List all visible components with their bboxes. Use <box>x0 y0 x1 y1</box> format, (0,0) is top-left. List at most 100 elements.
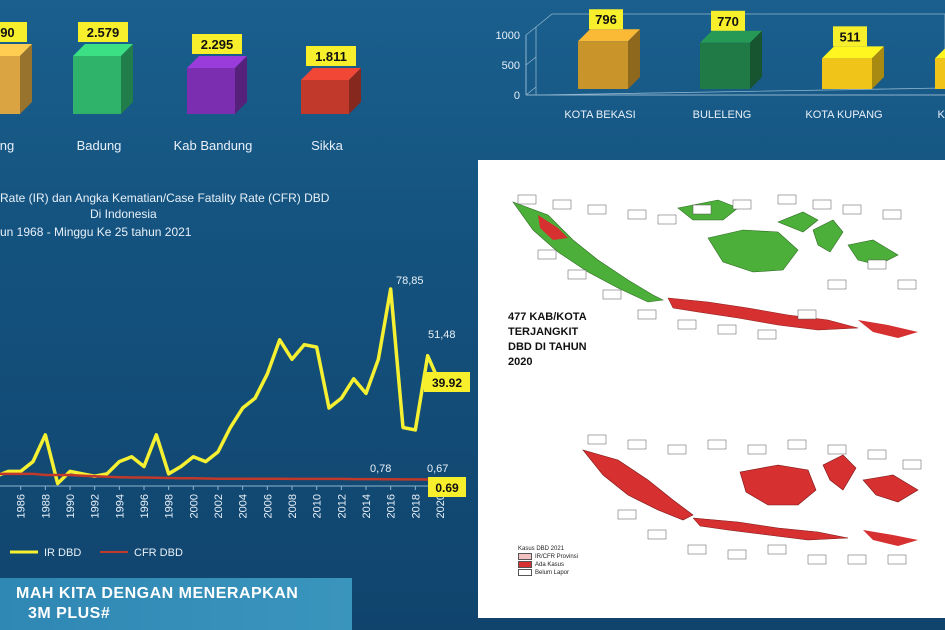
map-label-box-16 <box>717 324 737 335</box>
map-label-box-38 <box>887 554 907 565</box>
tl-bar-3 <box>301 68 361 114</box>
tr-bar-0-side <box>628 29 640 90</box>
map-legend-label-3: Belum Lapor <box>535 570 570 577</box>
tr-bar-0 <box>578 29 640 90</box>
map-label-box-30 <box>902 459 922 470</box>
tl-bar-2-top <box>187 56 247 68</box>
tl-bar-label-2: Kab Bandung <box>174 138 253 153</box>
tl-bar-value-3: 1.811 <box>315 49 347 64</box>
map-label-box-29 <box>867 449 887 460</box>
slogan-banner: MAH KITA DENGAN MENERAPKAN 3M PLUS# <box>0 578 352 630</box>
tl-bar-2-front <box>187 68 235 114</box>
map-label-box-32 <box>647 529 667 540</box>
tl-bar-0-side <box>20 44 32 114</box>
map-caption-line-4: 2020 <box>508 356 533 368</box>
map-label-box-11 <box>537 249 557 260</box>
tr-bar-0-top <box>578 29 640 42</box>
tr-bar-value-1-bg <box>711 10 745 31</box>
map-label-box-5 <box>692 204 712 215</box>
tr-bar-0-front <box>578 41 628 89</box>
tl-bar-value-0-bg <box>0 22 27 42</box>
map-label-box-12 <box>567 269 587 280</box>
lc-annotation-bg-5 <box>428 477 466 497</box>
indonesia-maps <box>512 194 922 565</box>
tl-bar-0-front <box>0 56 20 114</box>
lc-xtick-9: 2004 <box>238 494 250 518</box>
tr-bar-value-0-bg <box>589 9 623 30</box>
map-label-box-23 <box>627 439 647 450</box>
tl-bar-value-0: ...90 <box>0 25 15 40</box>
map-caption-line-1: 477 KAB/KOTA <box>508 311 587 323</box>
map-label-box-3 <box>627 209 647 220</box>
map-legend-label-1: IR/CFR Provinsi <box>535 554 579 561</box>
lc-annotation-3: 0,78 <box>370 463 391 475</box>
tr-bar-label-2: KOTA KUPANG <box>805 109 882 121</box>
tr-ytick-2: 0 <box>514 90 520 102</box>
lc-annotation-4: 0,67 <box>427 463 448 475</box>
tl-bar-label-3: Sikka <box>311 138 344 153</box>
lc-annotation-2: 39.92 <box>432 376 462 390</box>
tl-bar-value-2-bg <box>192 34 242 54</box>
tl-bar-label-0: ...ung <box>0 138 14 153</box>
map-label-box-19 <box>827 279 847 290</box>
lc-xtick-6: 1998 <box>164 494 176 518</box>
map-label-box-26 <box>747 444 767 455</box>
map-label-box-4 <box>657 214 677 225</box>
tr-bar-2 <box>822 46 884 89</box>
map-label-box-8 <box>812 199 832 210</box>
tr-bar-value-1: 770 <box>717 14 739 29</box>
map-label-box-18 <box>797 309 817 320</box>
lc-xtick-2: 1990 <box>65 494 77 518</box>
map-label-box-9 <box>842 204 862 215</box>
tr-wall <box>535 13 945 96</box>
title-line-3: un 1968 - Minggu Ke 25 tahun 2021 <box>0 225 192 239</box>
map-legend-item-3: Belum Lapor <box>518 569 578 577</box>
lc-xtick-14: 2014 <box>361 494 373 518</box>
tl-bar-3-front <box>301 80 349 114</box>
map-caption-line-3: DBD DI TAHUN <box>508 341 587 353</box>
tl-bar-label-1: Badung <box>77 138 122 153</box>
tr-bar-3 <box>935 48 945 89</box>
map-label-box-15 <box>677 319 697 330</box>
map-label-box-6 <box>732 199 752 210</box>
lc-xtick-10: 2006 <box>262 494 274 518</box>
lc-xtick-11: 2008 <box>287 494 299 518</box>
lc-xtick-7: 2000 <box>188 494 200 518</box>
lc-xtick-13: 2012 <box>336 494 348 518</box>
tr-bar-1-top <box>700 30 762 43</box>
tr-bar-3-front <box>935 58 945 89</box>
map-label-box-25 <box>707 439 727 450</box>
map-label-box-2 <box>587 204 607 215</box>
map-legend-label-2: Ada Kasus <box>535 562 565 569</box>
tr-bar-label-1: BULELENG <box>693 109 752 121</box>
tr-bar-value-2-bg <box>833 26 867 47</box>
line-chart-title: Rate (IR) dan Angka Kematian/Case Fatali… <box>0 190 420 240</box>
ir-cfr-line-chart: 1986 1988 1990 1992 1994 1996 1998 2000 2002 2004… <box>0 275 470 559</box>
map-label-box-33 <box>687 544 707 555</box>
tl-bar-2-side <box>235 56 247 114</box>
map-legend-item-2: Ada Kasus <box>518 561 578 569</box>
tr-bar-label-3: KARA... <box>937 109 945 121</box>
map-panel: 477 KAB/KOTA TERJANGKIT DBD DI TAHUN 202… <box>478 160 945 618</box>
tl-bar-value-3-bg <box>306 46 356 66</box>
lc-annotation-0: 78,85 <box>396 275 424 287</box>
tr-ytick-1: 500 <box>502 60 520 72</box>
lc-xtick-16: 2018 <box>410 494 422 518</box>
lc-series-0 <box>0 287 442 486</box>
tr-tick-mark-2 <box>525 86 537 96</box>
title-line-2: Di Indonesia <box>90 207 157 221</box>
map-legend-item-1: IR/CFR Provinsi <box>518 553 578 561</box>
tl-bar-value-1-bg <box>78 22 128 42</box>
lc-xtick-17: 2020 <box>435 494 447 518</box>
top-right-bar-chart: 1000 500 0 796 KOTA BEKASI 770 BULELENG 511 KOT… <box>496 9 945 121</box>
map-label-box-13 <box>602 289 622 300</box>
lc-series-1 <box>0 472 441 481</box>
tr-tick-mark-0 <box>525 26 537 36</box>
banner-line-2: 3M PLUS# <box>28 605 111 622</box>
tl-bar-value-1: 2.579 <box>87 25 120 40</box>
tl-bar-1-top <box>73 44 133 56</box>
lc-xtick-15: 2016 <box>386 494 398 518</box>
tl-bar-0-top <box>0 44 32 56</box>
map-label-box-35 <box>767 544 787 555</box>
lc-xtick-12: 2010 <box>312 494 324 518</box>
